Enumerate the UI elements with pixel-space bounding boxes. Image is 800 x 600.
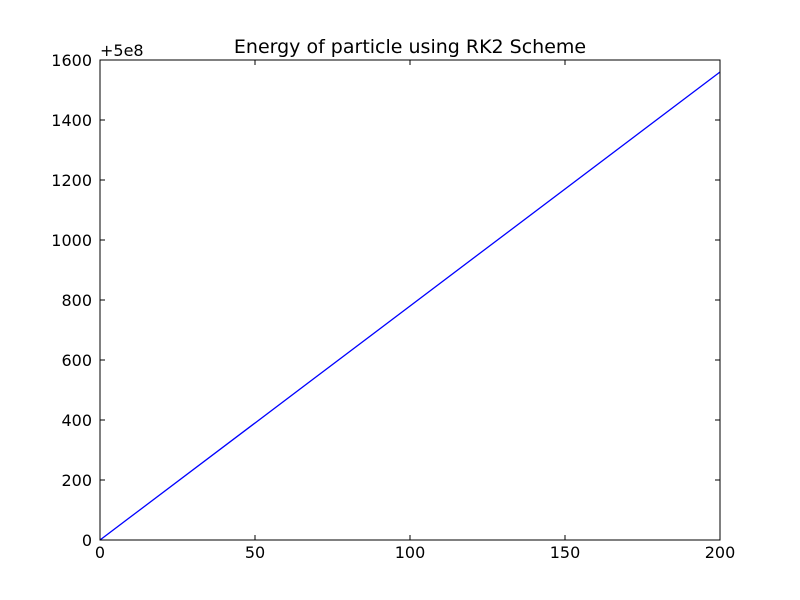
x-tick-label: 100: [395, 543, 426, 562]
ticks-layer: 0 50 100 150 200 0 200 400 600 800 1000 1200 1400 160…: [51, 51, 735, 562]
y-tick-label: 200: [61, 471, 92, 490]
x-tick-label: 150: [550, 543, 581, 562]
y-tick-label: 600: [61, 351, 92, 370]
chart-title: Energy of particle using RK2 Scheme: [234, 36, 586, 58]
y-tick-label: 800: [61, 291, 92, 310]
axes-frame: [99, 59, 721, 541]
x-tick-label: 50: [245, 543, 265, 562]
y-tick-label: 1400: [51, 111, 92, 130]
y-tick-label: 1200: [51, 171, 92, 190]
series-line: [99, 71, 721, 541]
y-axis-offset-label: +5e8: [100, 41, 144, 60]
y-tick-label: 1000: [51, 231, 92, 250]
y-tick-label: 1600: [51, 51, 92, 70]
series-layer: [99, 71, 721, 541]
x-tick-label: 200: [705, 543, 736, 562]
y-tick-label: 400: [61, 411, 92, 430]
y-tick-label: 0: [82, 531, 92, 550]
x-tick-label: 0: [95, 543, 105, 562]
